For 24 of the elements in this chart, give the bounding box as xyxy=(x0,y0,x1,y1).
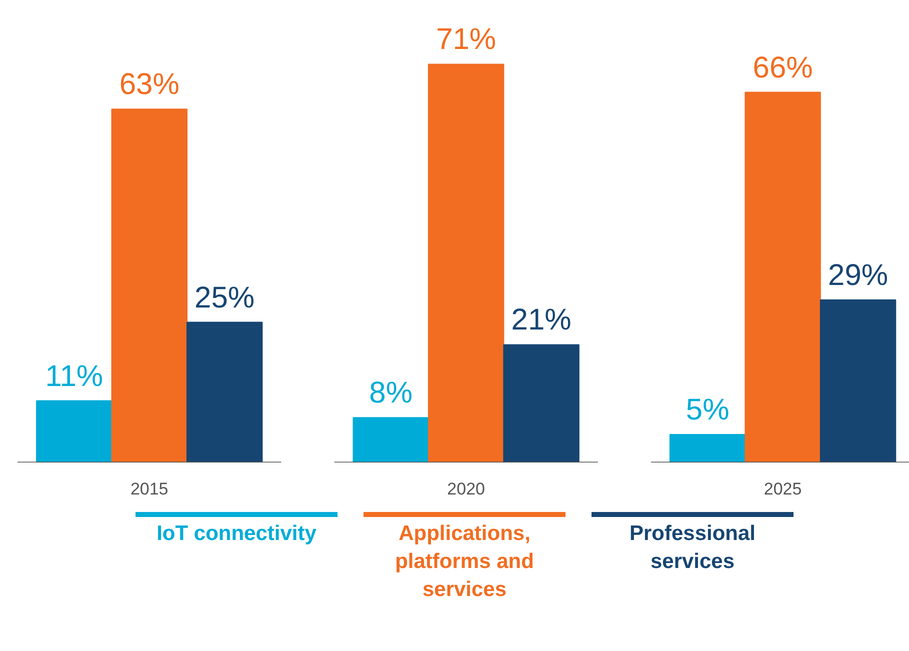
bar xyxy=(186,322,263,462)
bar xyxy=(669,434,746,462)
bar xyxy=(820,299,896,462)
data-label: 29% xyxy=(828,258,888,292)
data-label: 71% xyxy=(436,23,496,56)
data-label: 66% xyxy=(752,51,813,84)
bar xyxy=(503,344,580,462)
bar xyxy=(744,92,821,462)
bar xyxy=(352,417,429,462)
x-tick-label: 2020 xyxy=(447,480,486,498)
data-label: 8% xyxy=(369,376,413,410)
bar xyxy=(36,400,112,462)
x-tick-label: 2025 xyxy=(764,480,802,498)
bar xyxy=(428,64,504,462)
data-label: 11% xyxy=(45,360,104,393)
data-label: 63% xyxy=(119,68,180,102)
text: Professional services xyxy=(629,522,756,573)
x-tick-label: 2015 xyxy=(130,480,168,498)
bar xyxy=(111,108,188,462)
data-label: 25% xyxy=(194,281,255,314)
text: Applications, platforms and services xyxy=(395,522,534,601)
data-label: 5% xyxy=(686,393,730,426)
data-label: 21% xyxy=(511,304,572,337)
text: IoT connectivity xyxy=(156,522,317,545)
